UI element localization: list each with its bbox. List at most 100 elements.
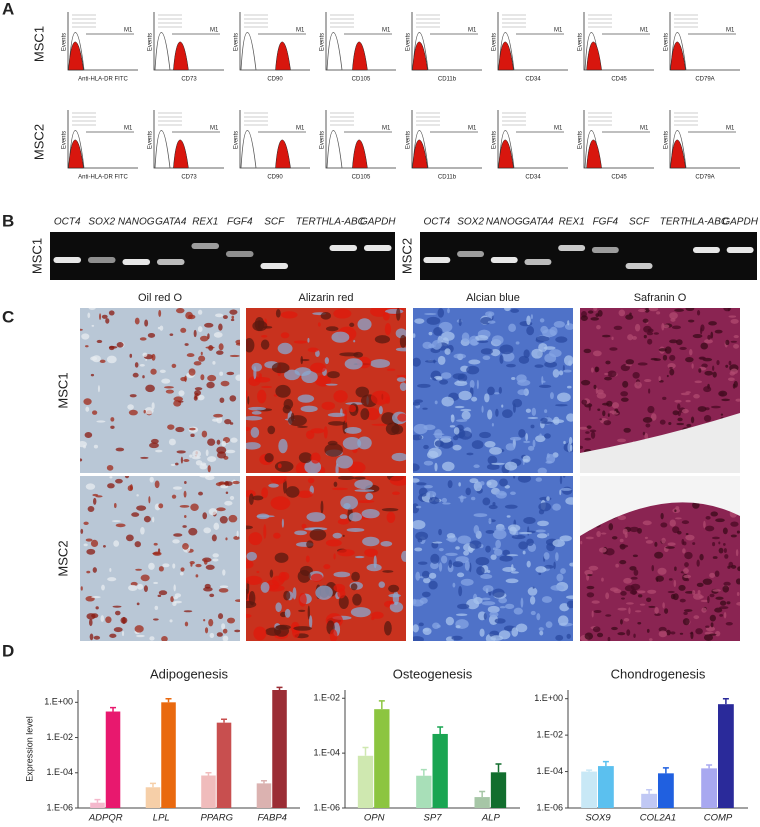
texture-blob (553, 416, 560, 425)
texture-blob (385, 422, 400, 436)
texture-blob (91, 596, 101, 599)
axis (153, 110, 224, 169)
texture-blob (92, 410, 98, 415)
histogram: Events M1 CD105 (320, 110, 396, 181)
texture-blob (604, 548, 615, 556)
texture-blob (682, 618, 690, 626)
texture-blob (172, 563, 176, 569)
texture-blob (492, 588, 505, 598)
texture-blob (354, 555, 365, 559)
texture-blob (216, 507, 226, 512)
texture-blob (218, 343, 224, 351)
axis-label: Events (578, 33, 584, 51)
gate-label: M1 (468, 28, 477, 34)
texture-blob (417, 561, 428, 565)
texture-blob (647, 405, 655, 414)
texture-blob (434, 462, 438, 472)
texture-blob (397, 413, 406, 422)
texture-blob (275, 624, 291, 630)
texture-blob (171, 363, 177, 368)
texture-blob (684, 591, 695, 594)
texture-blob (256, 515, 275, 518)
texture-blob (115, 447, 125, 452)
sample-peak (275, 139, 291, 169)
texture-blob (735, 549, 739, 557)
texture-blob (215, 313, 224, 318)
texture-blob (203, 586, 213, 592)
texture-blob (145, 358, 148, 361)
texture-blob (170, 596, 174, 603)
texture-blob (84, 431, 93, 438)
texture-blob (158, 503, 164, 509)
texture-blob (525, 408, 531, 413)
texture-blob (678, 584, 686, 591)
texture-blob (488, 504, 498, 510)
texture-blob (724, 554, 729, 559)
texture-blob (378, 581, 386, 588)
texture-blob (103, 544, 106, 548)
error-bar (495, 763, 502, 773)
texture-blob (461, 410, 471, 420)
texture-blob (718, 541, 721, 545)
texture-blob (628, 607, 631, 615)
texture-blob (654, 551, 664, 559)
texture-blob (448, 559, 453, 569)
bar (256, 783, 272, 808)
texture-blob (90, 356, 98, 361)
gene-label: FGF4 (227, 217, 253, 228)
histogram: Events M1 CD11b (406, 12, 482, 83)
texture-blob (441, 331, 455, 341)
texture-blob (661, 323, 665, 331)
bar (105, 711, 121, 808)
texture-blob (505, 603, 515, 610)
texture-blob (225, 537, 228, 541)
marker-label: CD34 (525, 77, 541, 83)
texture-blob (539, 384, 552, 389)
texture-blob (219, 397, 225, 403)
texture-blob (293, 626, 312, 631)
texture-blob (307, 477, 315, 484)
band (260, 263, 289, 269)
texture-blob (487, 320, 496, 324)
texture-blob (97, 385, 100, 393)
texture-blob (730, 318, 739, 324)
texture-blob (492, 547, 498, 551)
texture-blob (135, 568, 142, 571)
texture-blob (222, 628, 228, 634)
texture-blob (198, 355, 206, 362)
texture-blob (681, 538, 685, 545)
texture-blob (149, 636, 155, 641)
error-bar (378, 700, 385, 710)
texture-blob (471, 440, 484, 450)
texture-blob (315, 375, 331, 387)
texture-blob (647, 589, 657, 594)
texture-blob (261, 487, 269, 499)
texture-blob (502, 549, 510, 556)
texture-blob (150, 438, 159, 444)
sample-peak (498, 139, 514, 169)
texture-blob (424, 359, 437, 363)
band (87, 257, 116, 263)
texture-blob (129, 394, 137, 398)
texture-blob (634, 323, 641, 332)
texture-blob (256, 570, 260, 574)
stain-image (413, 476, 573, 641)
texture-blob (597, 310, 603, 317)
texture-blob (644, 379, 652, 383)
bar (658, 773, 674, 808)
texture-blob (604, 376, 612, 381)
texture-blob (682, 548, 686, 554)
texture-blob (490, 554, 497, 560)
texture-blob (206, 381, 215, 389)
texture-blob (216, 446, 227, 454)
texture-blob (83, 521, 89, 526)
error-bar (205, 772, 212, 776)
texture-blob (581, 399, 588, 405)
texture-blob (201, 430, 208, 438)
gene-label: REX1 (559, 217, 585, 228)
axis-label: Events (62, 131, 68, 149)
texture-blob (590, 317, 600, 321)
texture-blob (677, 417, 683, 422)
texture-blob (669, 354, 676, 361)
texture-blob (183, 459, 190, 462)
